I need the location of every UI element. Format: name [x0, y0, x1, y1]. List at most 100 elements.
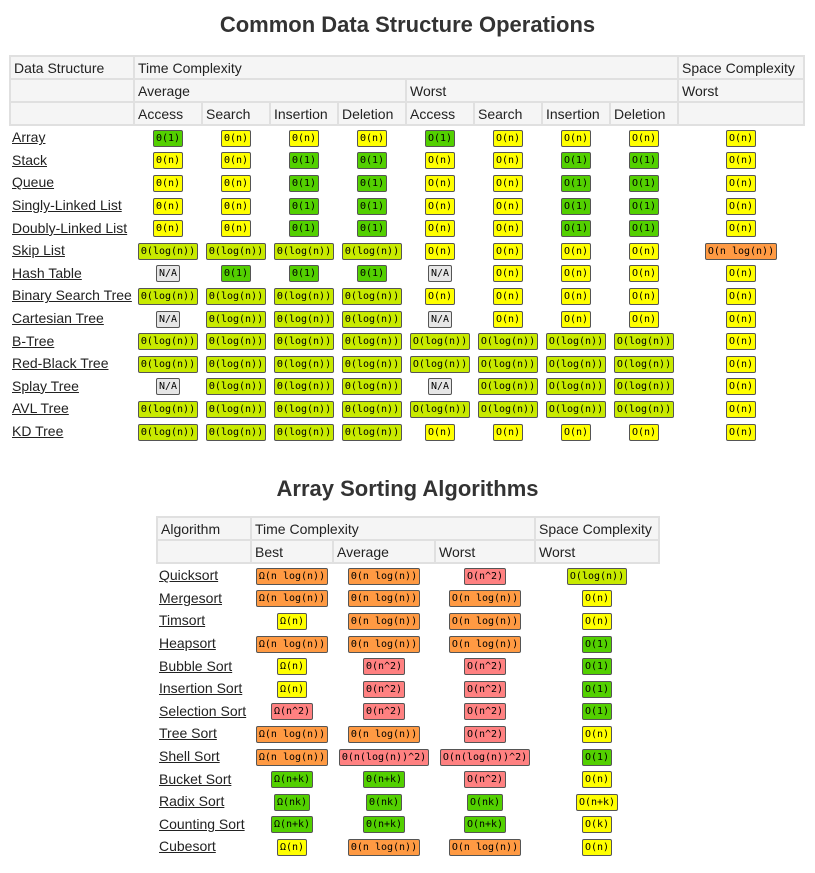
complexity-badge: Θ(log(n)) [341, 287, 403, 305]
link-heapsort[interactable]: Heapsort [159, 635, 216, 652]
complexity-badge: Θ(log(n)) [137, 355, 199, 373]
complexity-cell: Ω(n^2) [251, 700, 333, 723]
complexity-cell: Θ(n^2) [333, 677, 435, 700]
complexity-badge: N/A [427, 378, 453, 396]
complexity-badge: Θ(log(n)) [205, 333, 267, 351]
link-bubble-sort[interactable]: Bubble Sort [159, 657, 233, 674]
complexity-cell: Θ(log(n)) [270, 329, 338, 352]
complexity-badge: N/A [155, 265, 181, 283]
complexity-cell: Θ(1) [270, 262, 338, 285]
complexity-cell: O(n) [678, 194, 804, 217]
complexity-cell: Θ(n(log(n))^2) [333, 745, 435, 768]
header-time-complexity: Time Complexity [250, 516, 536, 541]
complexity-badge: O(log(n)) [545, 333, 607, 351]
complexity-cell: O(n) [474, 171, 542, 194]
complexity-badge: O(n log(n)) [448, 838, 522, 856]
link-array[interactable]: Array [12, 129, 46, 146]
row-name-cell: Red-Black Tree [10, 352, 134, 375]
complexity-cell: O(1) [535, 745, 659, 768]
complexity-badge: O(n) [725, 152, 757, 170]
complexity-badge: O(1) [628, 220, 660, 238]
complexity-cell: O(n) [610, 420, 678, 443]
link-hash-table[interactable]: Hash Table [12, 264, 82, 281]
complexity-cell: O(log(n)) [542, 329, 610, 352]
link-b-tree[interactable]: B-Tree [12, 332, 55, 349]
link-kd-tree[interactable]: KD Tree [12, 423, 64, 440]
complexity-badge: Θ(n log(n)) [347, 725, 421, 743]
complexity-badge: O(n) [725, 129, 757, 147]
complexity-cell: Θ(log(n)) [270, 397, 338, 420]
row-name-cell: Quicksort [157, 563, 251, 587]
row-name-cell: Selection Sort [157, 700, 251, 723]
complexity-badge: Θ(n) [288, 129, 320, 147]
link-insertion-sort[interactable]: Insertion Sort [159, 680, 243, 697]
complexity-cell: Θ(log(n)) [338, 352, 406, 375]
complexity-badge: Ω(n) [276, 680, 308, 698]
complexity-badge: O(n) [560, 287, 592, 305]
row-name-cell: AVL Tree [10, 397, 134, 420]
link-splay-tree[interactable]: Splay Tree [12, 377, 79, 394]
complexity-cell: O(n) [474, 125, 542, 149]
complexity-cell: O(1) [610, 194, 678, 217]
link-cubesort[interactable]: Cubesort [159, 838, 216, 855]
complexity-cell: Θ(n log(n)) [333, 632, 435, 655]
complexity-cell: O(n) [406, 216, 474, 239]
complexity-badge: N/A [155, 310, 181, 328]
complexity-badge: O(n log(n)) [448, 590, 522, 608]
link-quicksort[interactable]: Quicksort [159, 567, 219, 584]
complexity-badge: O(1) [581, 703, 613, 721]
link-avl-tree[interactable]: AVL Tree [12, 400, 69, 417]
complexity-cell: O(n) [542, 262, 610, 285]
complexity-badge: O(n) [560, 129, 592, 147]
table-row: Hash Table N/A Θ(1) Θ(1) Θ(1) N/A O(n) O(n) O(n)… [10, 262, 804, 285]
link-radix-sort[interactable]: Radix Sort [159, 793, 225, 810]
complexity-cell: Θ(log(n)) [202, 397, 270, 420]
complexity-cell: Ω(n) [251, 609, 333, 632]
complexity-badge: Θ(log(n)) [273, 310, 335, 328]
link-binary-search-tree[interactable]: Binary Search Tree [12, 287, 132, 304]
link-bucket-sort[interactable]: Bucket Sort [159, 770, 232, 787]
link-mergesort[interactable]: Mergesort [159, 589, 223, 606]
complexity-cell: O(n) [678, 125, 804, 149]
complexity-badge: O(n(log(n))^2) [439, 748, 531, 766]
link-red-black-tree[interactable]: Red-Black Tree [12, 355, 109, 372]
complexity-badge: O(log(n)) [613, 400, 675, 418]
link-counting-sort[interactable]: Counting Sort [159, 815, 245, 832]
complexity-cell: O(1) [542, 149, 610, 172]
complexity-badge: O(n^2) [463, 680, 507, 698]
link-shell-sort[interactable]: Shell Sort [159, 748, 220, 765]
table-row: Array Θ(1) Θ(n) Θ(n) Θ(n) O(1) O(n) O(n) O(n) O(n… [10, 125, 804, 149]
link-doubly-linked-list[interactable]: Doubly-Linked List [12, 219, 128, 236]
link-cartesian-tree[interactable]: Cartesian Tree [12, 310, 104, 327]
complexity-cell: O(n) [678, 397, 804, 420]
complexity-cell: Ω(n) [251, 654, 333, 677]
complexity-cell: O(1) [542, 171, 610, 194]
link-selection-sort[interactable]: Selection Sort [159, 702, 247, 719]
link-queue[interactable]: Queue [12, 174, 55, 191]
complexity-cell: Θ(n) [338, 125, 406, 149]
complexity-cell: Θ(1) [338, 262, 406, 285]
complexity-cell: Θ(1) [338, 149, 406, 172]
complexity-cell: Θ(log(n)) [338, 420, 406, 443]
complexity-cell: Θ(n log(n)) [333, 609, 435, 632]
complexity-badge: Θ(log(n)) [273, 333, 335, 351]
link-stack[interactable]: Stack [12, 151, 48, 168]
row-name-cell: Array [10, 125, 134, 149]
row-name-cell: Mergesort [157, 587, 251, 610]
complexity-cell: O(n) [610, 284, 678, 307]
complexity-cell: Ω(n log(n)) [251, 745, 333, 768]
link-timsort[interactable]: Timsort [159, 612, 206, 629]
link-tree-sort[interactable]: Tree Sort [159, 725, 217, 742]
complexity-cell: N/A [134, 262, 202, 285]
complexity-cell: Ω(n+k) [251, 813, 333, 836]
complexity-cell: Θ(log(n)) [270, 239, 338, 262]
complexity-cell: O(n) [678, 420, 804, 443]
link-skip-list[interactable]: Skip List [12, 242, 65, 259]
link-singly-linked-list[interactable]: Singly-Linked List [12, 197, 122, 214]
header-empty [156, 539, 252, 564]
complexity-badge: O(n^2) [463, 658, 507, 676]
complexity-cell: O(n) [474, 216, 542, 239]
complexity-badge: Ω(n) [276, 612, 308, 630]
complexity-badge: O(n+k) [575, 793, 619, 811]
complexity-badge: Θ(log(n)) [137, 423, 199, 441]
